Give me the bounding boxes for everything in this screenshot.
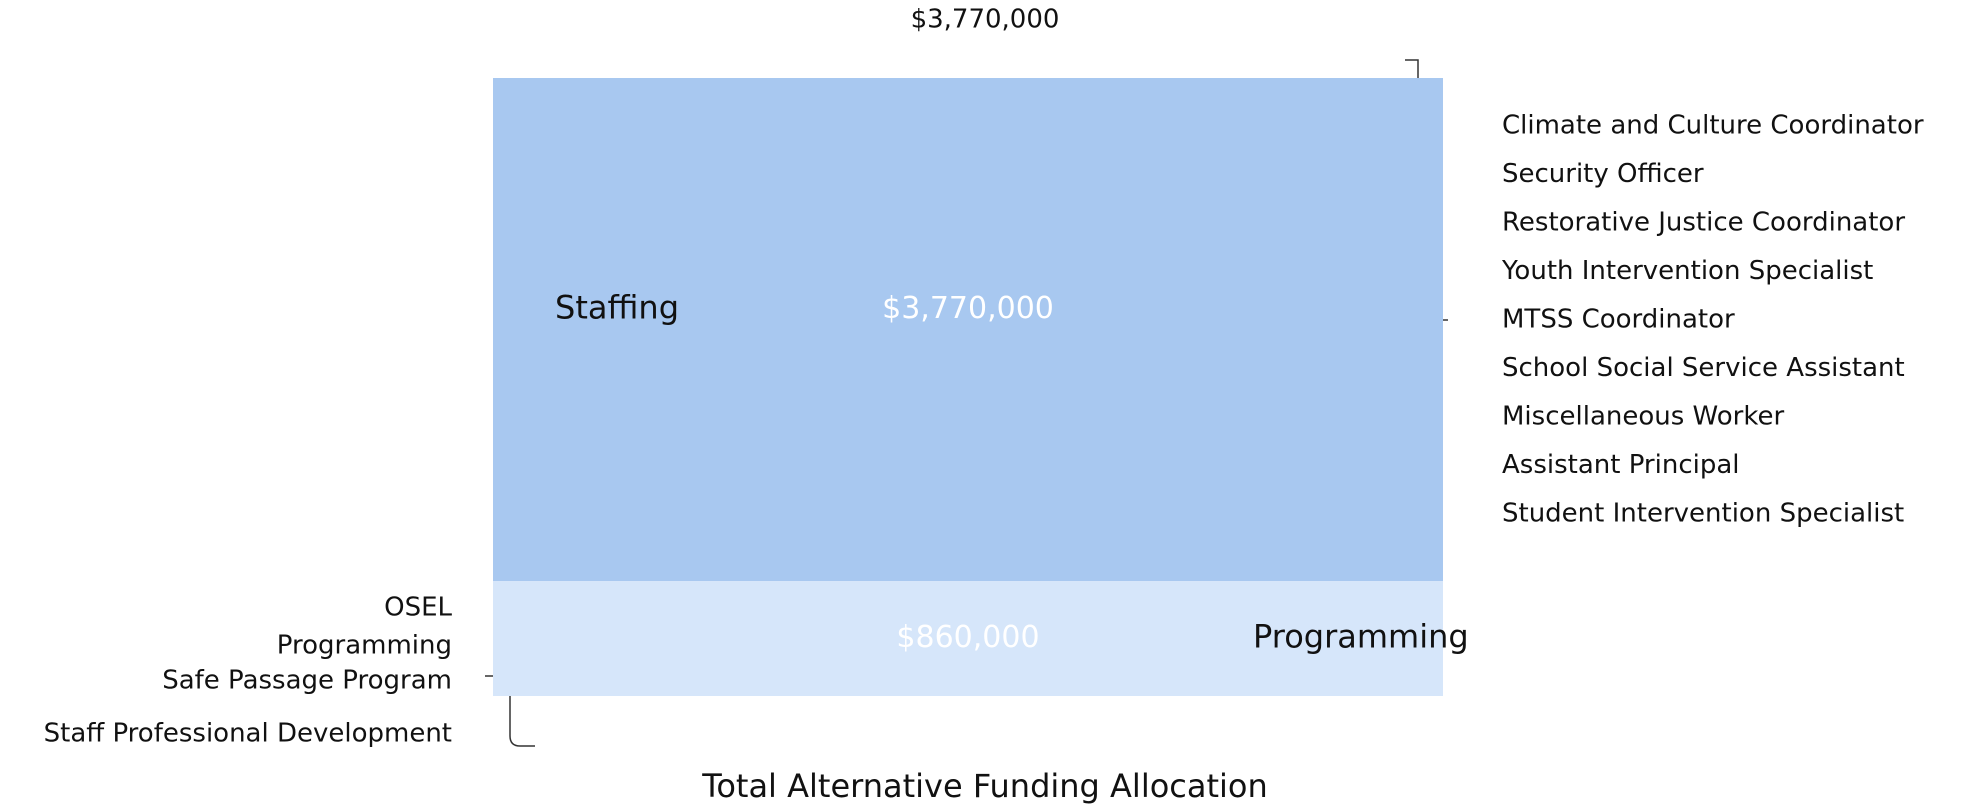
item-label: Miscellaneous Worker [1502, 402, 1784, 432]
item-label: Staff Professional Development [44, 719, 452, 749]
group-block [493, 581, 1443, 696]
staffing-total: $3,770,000 [911, 5, 1060, 35]
item-label: Security Officer [1502, 159, 1704, 189]
item-label: Assistant Principal [1502, 450, 1740, 480]
item-label: Programming [277, 631, 452, 661]
item-label: OSEL [384, 593, 452, 623]
group-name: Staffing [555, 289, 679, 327]
group-block [493, 78, 1443, 582]
item-label: School Social Service Assistant [1502, 353, 1905, 383]
item-label: Youth Intervention Specialist [1501, 256, 1873, 286]
group-name: Programming [1253, 618, 1469, 656]
group-value: $3,770,000 [882, 291, 1054, 326]
chart-title: Total Alternative Funding Allocation [701, 767, 1268, 805]
item-label: Student Intervention Specialist [1502, 499, 1904, 529]
item-label: MTSS Coordinator [1502, 305, 1735, 335]
item-label: Climate and Culture Coordinator [1502, 111, 1924, 141]
group-value: $860,000 [896, 620, 1039, 655]
item-label: Safe Passage Program [162, 666, 452, 696]
item-label: Restorative Justice Coordinator [1502, 208, 1905, 238]
